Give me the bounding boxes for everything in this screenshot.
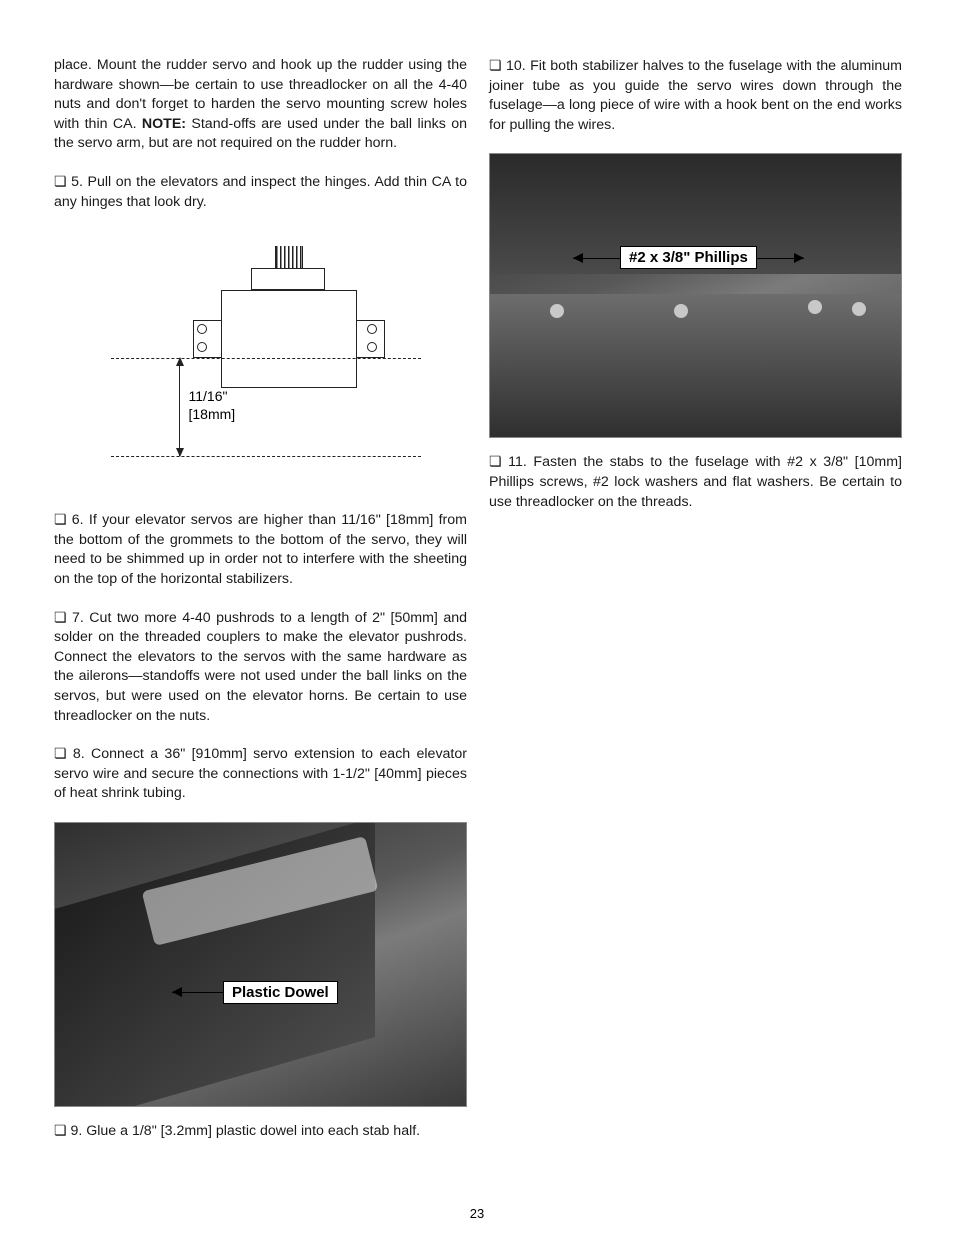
note-label: NOTE: xyxy=(142,116,186,132)
step-10: 10. Fit both stabilizer halves to the fu… xyxy=(489,56,902,135)
step-7: 7. Cut two more 4-40 pushrods to a lengt… xyxy=(54,608,467,727)
page-number: 23 xyxy=(0,1206,954,1221)
dimension-label: 11/16" [18mm] xyxy=(189,388,236,423)
photo-phillips-screws: #2 x 3/8" Phillips xyxy=(489,153,902,438)
dimension-line-top xyxy=(111,358,421,359)
photo-label-text: Plastic Dowel xyxy=(232,984,329,1001)
left-column: place. Mount the rudder servo and hook u… xyxy=(54,56,467,1195)
photo-label-phillips: #2 x 3/8" Phillips xyxy=(620,246,757,269)
servo-top xyxy=(251,268,325,290)
servo-body xyxy=(221,290,357,388)
step-6: 6. If your elevator servos are higher th… xyxy=(54,510,467,589)
photo-plastic-dowel: Plastic Dowel xyxy=(54,822,467,1107)
step-4-continued: place. Mount the rudder servo and hook u… xyxy=(54,56,467,154)
grommet-icon xyxy=(367,342,377,352)
dimension-mm: [18mm] xyxy=(189,406,236,422)
step-9: 9. Glue a 1/8" [3.2mm] plastic dowel int… xyxy=(54,1121,467,1142)
right-column: 10. Fit both stabilizer halves to the fu… xyxy=(489,56,902,1195)
step-5: 5. Pull on the elevators and inspect the… xyxy=(54,172,467,212)
dimension-line-bottom xyxy=(111,456,421,457)
servo-diagram: 11/16" [18mm] xyxy=(91,238,431,488)
grommet-icon xyxy=(197,324,207,334)
grommet-icon xyxy=(367,324,377,334)
photo-label-plastic-dowel: Plastic Dowel xyxy=(223,981,338,1004)
step-8: 8. Connect a 36" [910mm] servo extension… xyxy=(54,744,467,804)
dimension-arrow xyxy=(179,358,180,456)
dimension-inches: 11/16" xyxy=(189,388,228,404)
photo-label-text: #2 x 3/8" Phillips xyxy=(629,249,748,266)
servo-spline xyxy=(275,246,303,268)
grommet-icon xyxy=(197,342,207,352)
step-11: 11. Fasten the stabs to the fuselage wit… xyxy=(489,452,902,512)
